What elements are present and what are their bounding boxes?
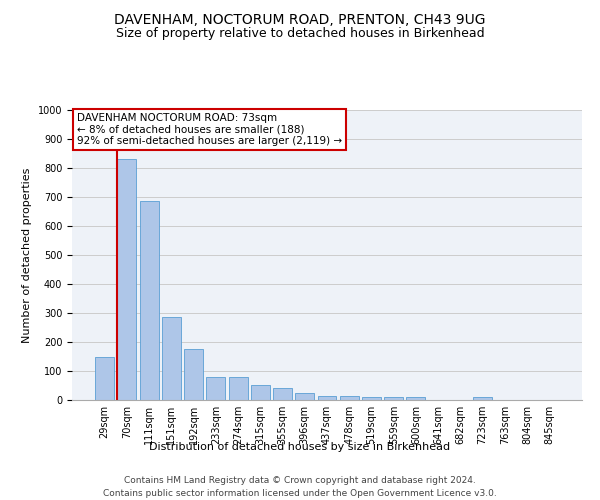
Text: DAVENHAM NOCTORUM ROAD: 73sqm
← 8% of detached houses are smaller (188)
92% of s: DAVENHAM NOCTORUM ROAD: 73sqm ← 8% of de… bbox=[77, 113, 342, 146]
Bar bbox=[251, 384, 270, 400]
Bar bbox=[162, 318, 181, 400]
Bar bbox=[229, 377, 248, 400]
Bar bbox=[184, 349, 203, 400]
Bar bbox=[273, 388, 292, 400]
Bar bbox=[140, 202, 158, 400]
Bar bbox=[118, 160, 136, 400]
Text: Size of property relative to detached houses in Birkenhead: Size of property relative to detached ho… bbox=[116, 28, 484, 40]
Bar bbox=[384, 397, 403, 400]
Bar bbox=[317, 396, 337, 400]
Bar bbox=[473, 397, 492, 400]
Bar bbox=[95, 356, 114, 400]
Text: DAVENHAM, NOCTORUM ROAD, PRENTON, CH43 9UG: DAVENHAM, NOCTORUM ROAD, PRENTON, CH43 9… bbox=[114, 12, 486, 26]
Bar bbox=[340, 396, 359, 400]
Y-axis label: Number of detached properties: Number of detached properties bbox=[22, 168, 32, 342]
Bar bbox=[295, 394, 314, 400]
Bar bbox=[206, 377, 225, 400]
Bar bbox=[362, 397, 381, 400]
Bar bbox=[406, 397, 425, 400]
Text: Contains public sector information licensed under the Open Government Licence v3: Contains public sector information licen… bbox=[103, 489, 497, 498]
Text: Distribution of detached houses by size in Birkenhead: Distribution of detached houses by size … bbox=[149, 442, 451, 452]
Text: Contains HM Land Registry data © Crown copyright and database right 2024.: Contains HM Land Registry data © Crown c… bbox=[124, 476, 476, 485]
